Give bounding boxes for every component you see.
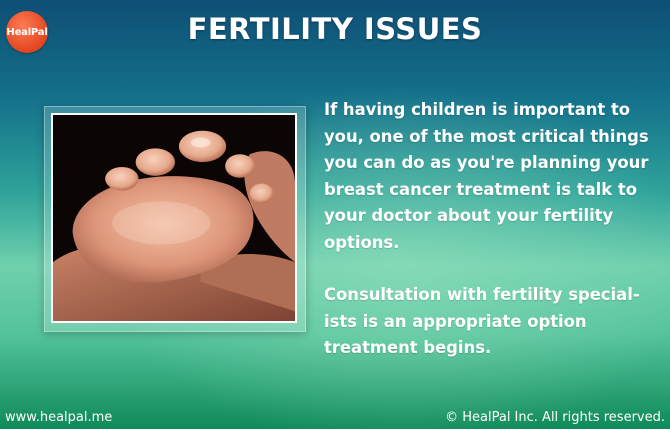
photo-frame: [44, 106, 306, 332]
text-line: ists is an appropriate option: [324, 311, 587, 331]
text-line: options.: [324, 232, 400, 252]
text-line: treatment begins.: [324, 338, 492, 357]
text-line: breast cancer treatment is talk to: [324, 179, 637, 199]
text-line: you can do as you're planning your: [324, 153, 649, 172]
text-line: your doctor about your fertility: [324, 206, 614, 225]
baby-foot-illustration: [53, 115, 295, 321]
body-text: If having children is important to you, …: [324, 97, 654, 362]
baby-foot-photo: [51, 113, 297, 323]
paragraph-consultation: Consultation with fertility special- ist…: [324, 282, 654, 362]
text-line: Consultation with fertility special-: [324, 285, 640, 304]
page-title: FERTILITY ISSUES: [187, 12, 483, 46]
logo-text: HealPal: [6, 26, 48, 38]
website-url: www.healpal.me: [5, 410, 113, 425]
text-line: If having children is important to: [324, 100, 631, 119]
copyright-notice: © HealPal Inc. All rights reserved.: [445, 410, 665, 425]
text-line: you, one of the most critical things: [324, 126, 649, 146]
paragraph-fertility-importance: If having children is important to you, …: [324, 97, 654, 256]
healpal-logo: HealPal: [6, 11, 48, 53]
